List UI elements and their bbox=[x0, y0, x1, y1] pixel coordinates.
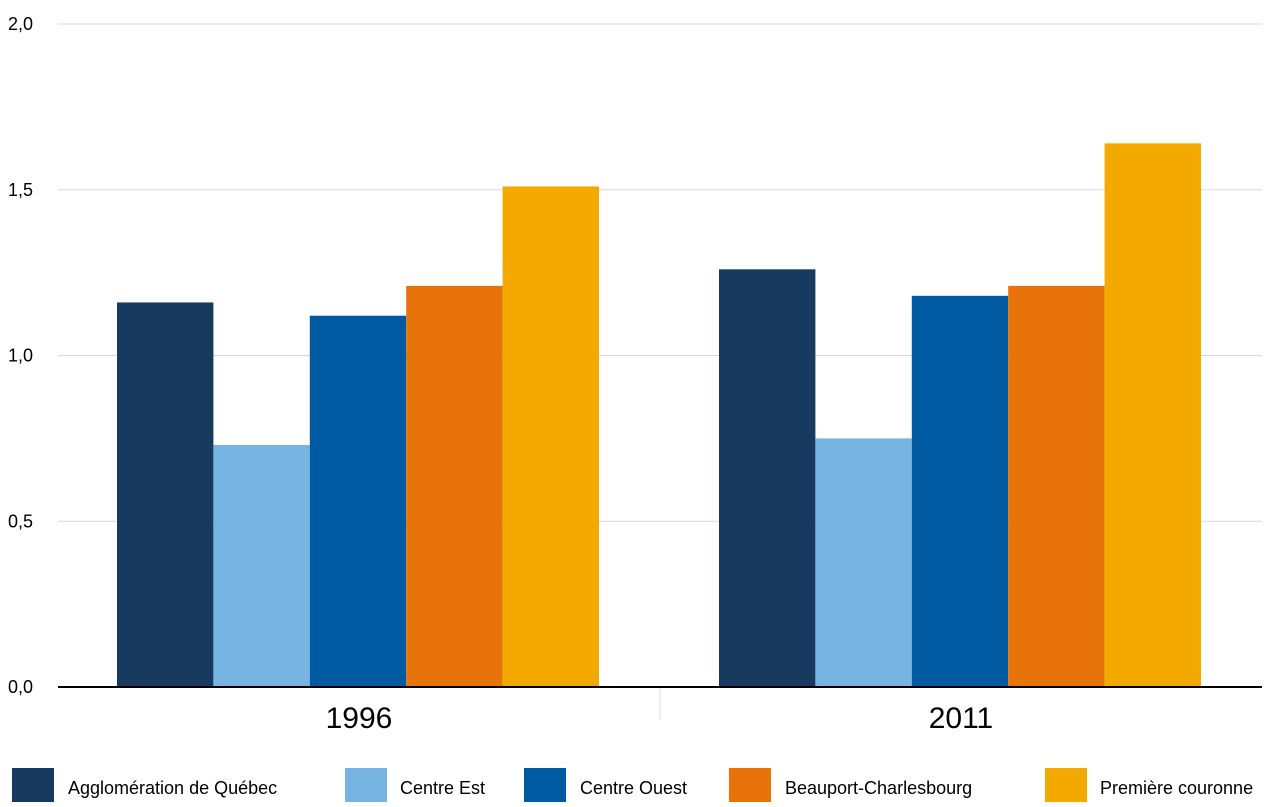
bar bbox=[911, 295, 1009, 687]
legend-label: Première couronne bbox=[1100, 778, 1253, 798]
legend-label: Centre Ouest bbox=[580, 778, 687, 798]
x-tick-label: 1996 bbox=[326, 702, 393, 735]
legend-swatch bbox=[12, 768, 54, 802]
legend-label: Agglomération de Québec bbox=[68, 778, 277, 798]
bar-layer bbox=[117, 143, 1201, 688]
y-tick-label: 1,5 bbox=[8, 180, 33, 200]
legend-label: Beauport-Charlesbourg bbox=[785, 778, 972, 798]
legend-label: Centre Est bbox=[400, 778, 485, 798]
y-tick-label: 0,5 bbox=[8, 511, 33, 531]
bar bbox=[719, 269, 816, 687]
bar bbox=[213, 445, 310, 687]
legend-swatch bbox=[524, 768, 566, 802]
bar bbox=[406, 285, 503, 687]
bar bbox=[502, 186, 599, 687]
bar bbox=[1104, 143, 1201, 688]
x-tick-label: 2011 bbox=[929, 702, 994, 735]
bar bbox=[815, 438, 912, 687]
y-tick-label: 0,0 bbox=[8, 677, 33, 697]
legend: Agglomération de Québec Centre Est Centre … bbox=[12, 768, 1253, 802]
y-tick-label: 1,0 bbox=[8, 346, 33, 366]
legend-swatch bbox=[729, 768, 771, 802]
bar bbox=[309, 315, 407, 687]
bar bbox=[117, 302, 214, 687]
y-tick-label: 2,0 bbox=[8, 14, 33, 34]
axis-layer: 0,0 0,5 1,0 1,5 2,0 1996 2011 bbox=[8, 14, 1262, 735]
legend-swatch bbox=[345, 768, 387, 802]
bar bbox=[1008, 285, 1105, 687]
legend-swatch bbox=[1045, 768, 1087, 802]
